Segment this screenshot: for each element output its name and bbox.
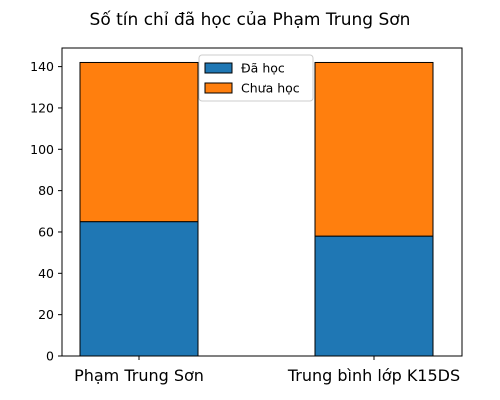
legend-label: Đã học xyxy=(241,61,285,76)
y-tick-label: 100 xyxy=(30,142,54,157)
bar-da-hoc-0 xyxy=(79,221,199,357)
plot-frame xyxy=(61,47,463,357)
y-tick-label: 120 xyxy=(30,100,54,115)
y-tick-label: 0 xyxy=(46,349,54,364)
bar-chua-hoc-1 xyxy=(314,61,434,237)
x-tick-label: Phạm Trung Sơn xyxy=(74,366,204,385)
legend: Đã học Chưa học xyxy=(198,54,314,102)
chart-title: Số tín chỉ đã học của Phạm Trung Sơn xyxy=(90,9,411,30)
x-axis: Phạm Trung Sơn Trung bình lớp K15DS xyxy=(74,356,460,385)
legend-swatch-chua-hoc xyxy=(204,82,233,94)
y-tick-label: 80 xyxy=(38,183,54,198)
legend-swatch-da-hoc xyxy=(204,62,233,74)
legend-label: Chưa học xyxy=(241,81,300,96)
bars-group xyxy=(79,61,434,357)
y-tick-label: 60 xyxy=(38,224,54,239)
bar-chua-hoc-0 xyxy=(79,61,199,223)
x-tick-label: Trung bình lớp K15DS xyxy=(287,366,460,385)
y-tick-label: 140 xyxy=(30,59,54,74)
y-axis: 0 20 40 60 80 100 120 140 xyxy=(30,59,62,364)
y-tick-label: 20 xyxy=(38,307,54,322)
bar-da-hoc-1 xyxy=(314,235,434,357)
y-tick-label: 40 xyxy=(38,266,54,281)
